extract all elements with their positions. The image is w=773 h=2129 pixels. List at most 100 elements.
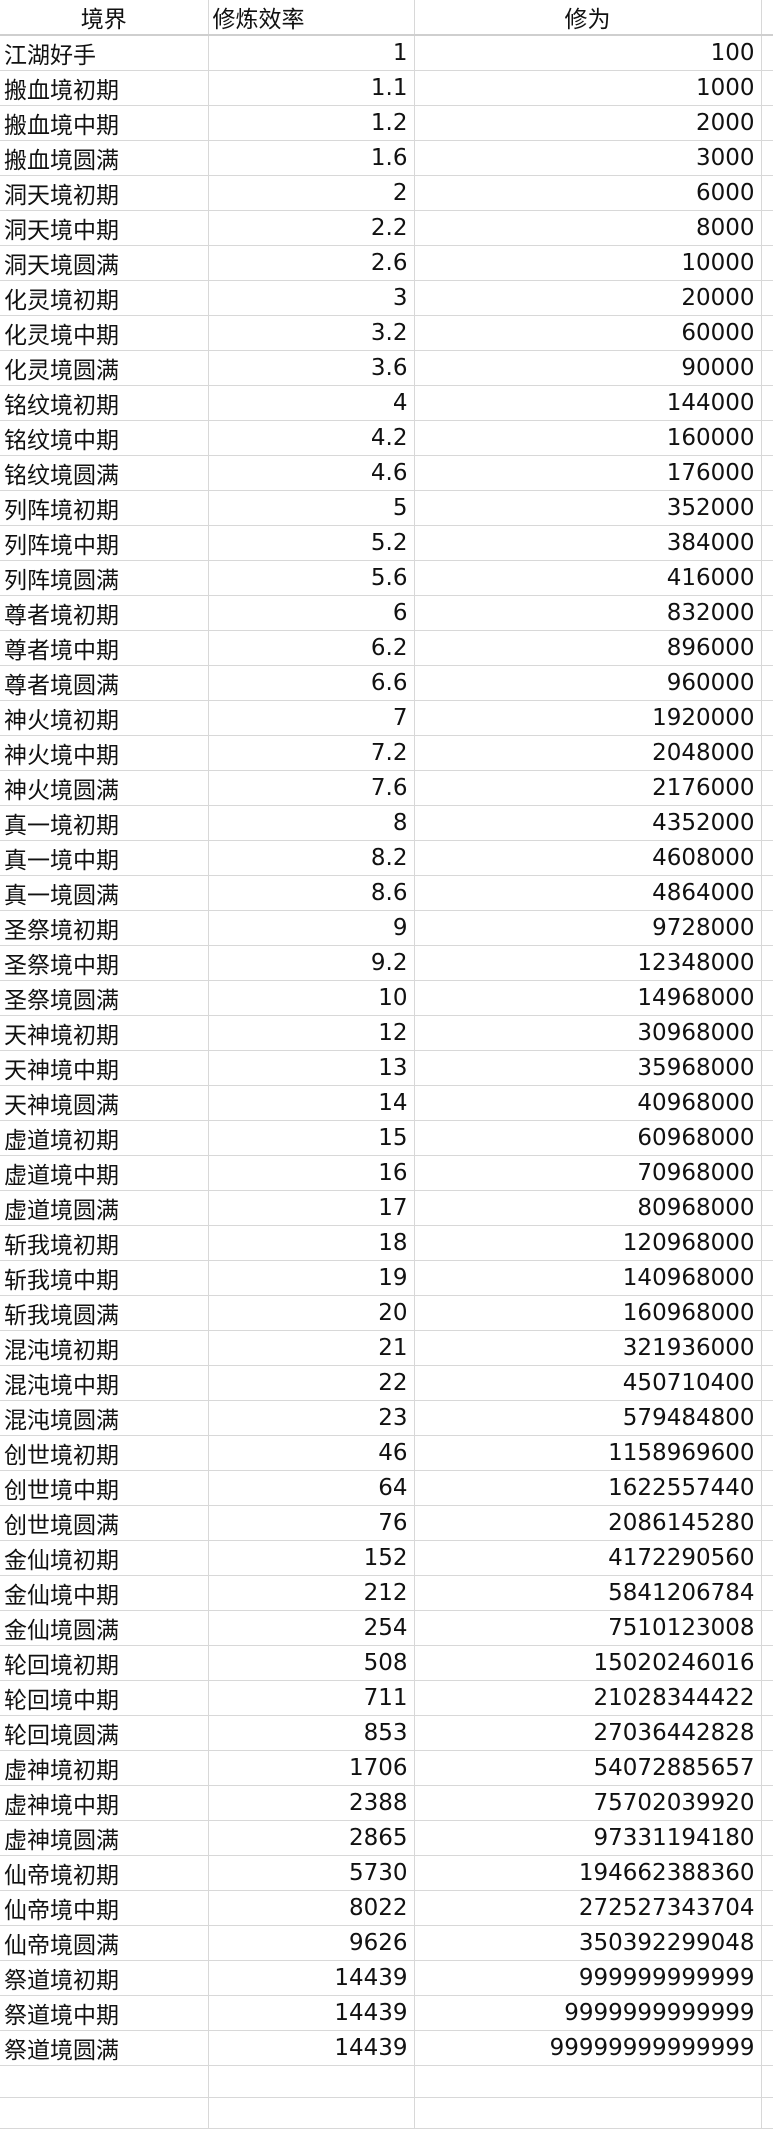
- cell-cultivation[interactable]: 14968000: [414, 980, 762, 1016]
- empty-cell[interactable]: [761, 490, 773, 526]
- cell-efficiency[interactable]: 2: [208, 175, 415, 211]
- header-cultivation[interactable]: 修为: [414, 0, 762, 36]
- empty-cell[interactable]: [761, 1260, 773, 1296]
- empty-cell[interactable]: [761, 1820, 773, 1856]
- cell-realm[interactable]: 列阵境初期: [0, 490, 209, 526]
- header-efficiency[interactable]: 修炼效率: [208, 0, 415, 36]
- cell-cultivation[interactable]: 384000: [414, 525, 762, 561]
- cell-efficiency[interactable]: 17: [208, 1190, 415, 1226]
- empty-cell[interactable]: [761, 0, 773, 36]
- cell-cultivation[interactable]: 40968000: [414, 1085, 762, 1121]
- cell-realm[interactable]: 化灵境初期: [0, 280, 209, 316]
- empty-cell[interactable]: [761, 1540, 773, 1576]
- cell-efficiency[interactable]: 6.6: [208, 665, 415, 701]
- empty-cell[interactable]: [414, 2097, 762, 2129]
- empty-cell[interactable]: [761, 350, 773, 386]
- cell-efficiency[interactable]: 2388: [208, 1785, 415, 1821]
- cell-efficiency[interactable]: 7: [208, 700, 415, 736]
- empty-cell[interactable]: [761, 945, 773, 981]
- empty-cell[interactable]: [761, 1120, 773, 1156]
- cell-realm[interactable]: 仙帝境圆满: [0, 1925, 209, 1961]
- cell-cultivation[interactable]: 2176000: [414, 770, 762, 806]
- cell-cultivation[interactable]: 27036442828: [414, 1715, 762, 1751]
- cell-cultivation[interactable]: 1158969600: [414, 1435, 762, 1471]
- cell-efficiency[interactable]: 5.6: [208, 560, 415, 596]
- cell-efficiency[interactable]: 9626: [208, 1925, 415, 1961]
- cell-cultivation[interactable]: 97331194180: [414, 1820, 762, 1856]
- cell-cultivation[interactable]: 579484800: [414, 1400, 762, 1436]
- empty-cell[interactable]: [208, 2097, 415, 2129]
- empty-cell[interactable]: [761, 1190, 773, 1226]
- cell-realm[interactable]: 仙帝境初期: [0, 1855, 209, 1891]
- empty-cell[interactable]: [761, 1575, 773, 1611]
- cell-realm[interactable]: 斩我境中期: [0, 1260, 209, 1296]
- cell-realm[interactable]: 轮回境中期: [0, 1680, 209, 1716]
- cell-efficiency[interactable]: 7.2: [208, 735, 415, 771]
- cell-efficiency[interactable]: 14439: [208, 2030, 415, 2066]
- empty-cell[interactable]: [0, 2097, 209, 2129]
- cell-realm[interactable]: 神火境初期: [0, 700, 209, 736]
- cell-cultivation[interactable]: 4608000: [414, 840, 762, 876]
- cell-cultivation[interactable]: 9728000: [414, 910, 762, 946]
- empty-cell[interactable]: [761, 1505, 773, 1541]
- cell-efficiency[interactable]: 3.6: [208, 350, 415, 386]
- empty-cell[interactable]: [761, 1890, 773, 1926]
- cell-efficiency[interactable]: 6.2: [208, 630, 415, 666]
- cell-realm[interactable]: 混沌境初期: [0, 1330, 209, 1366]
- cell-realm[interactable]: 虚道境圆满: [0, 1190, 209, 1226]
- cell-efficiency[interactable]: 8: [208, 805, 415, 841]
- empty-cell[interactable]: [761, 805, 773, 841]
- cell-realm[interactable]: 天神境中期: [0, 1050, 209, 1086]
- cell-efficiency[interactable]: 254: [208, 1610, 415, 1646]
- cell-cultivation[interactable]: 5841206784: [414, 1575, 762, 1611]
- cell-cultivation[interactable]: 450710400: [414, 1365, 762, 1401]
- cell-realm[interactable]: 列阵境圆满: [0, 560, 209, 596]
- cell-efficiency[interactable]: 4.2: [208, 420, 415, 456]
- cell-efficiency[interactable]: 5.2: [208, 525, 415, 561]
- cell-efficiency[interactable]: 64: [208, 1470, 415, 1506]
- empty-cell[interactable]: [761, 385, 773, 421]
- cell-realm[interactable]: 虚神境初期: [0, 1750, 209, 1786]
- cell-cultivation[interactable]: 321936000: [414, 1330, 762, 1366]
- empty-cell[interactable]: [761, 2065, 773, 2098]
- cell-realm[interactable]: 混沌境中期: [0, 1365, 209, 1401]
- cell-realm[interactable]: 尊者境中期: [0, 630, 209, 666]
- empty-cell[interactable]: [761, 1015, 773, 1051]
- cell-realm[interactable]: 祭道境圆满: [0, 2030, 209, 2066]
- empty-cell[interactable]: [761, 1330, 773, 1366]
- cell-realm[interactable]: 洞天境圆满: [0, 245, 209, 281]
- cell-realm[interactable]: 真一境圆满: [0, 875, 209, 911]
- cell-efficiency[interactable]: 711: [208, 1680, 415, 1716]
- cell-cultivation[interactable]: 350392299048: [414, 1925, 762, 1961]
- empty-cell[interactable]: [761, 560, 773, 596]
- cell-cultivation[interactable]: 15020246016: [414, 1645, 762, 1681]
- cell-realm[interactable]: 圣祭境中期: [0, 945, 209, 981]
- empty-cell[interactable]: [761, 840, 773, 876]
- empty-cell[interactable]: [761, 630, 773, 666]
- cell-realm[interactable]: 虚道境初期: [0, 1120, 209, 1156]
- cell-realm[interactable]: 真一境中期: [0, 840, 209, 876]
- empty-cell[interactable]: [761, 1715, 773, 1751]
- cell-realm[interactable]: 祭道境中期: [0, 1995, 209, 2031]
- cell-cultivation[interactable]: 60000: [414, 315, 762, 351]
- cell-realm[interactable]: 江湖好手: [0, 35, 209, 71]
- cell-realm[interactable]: 化灵境中期: [0, 315, 209, 351]
- cell-efficiency[interactable]: 1.2: [208, 105, 415, 141]
- empty-cell[interactable]: [0, 2065, 209, 2098]
- cell-efficiency[interactable]: 13: [208, 1050, 415, 1086]
- cell-efficiency[interactable]: 5: [208, 490, 415, 526]
- cell-efficiency[interactable]: 2865: [208, 1820, 415, 1856]
- cell-efficiency[interactable]: 20: [208, 1295, 415, 1331]
- empty-cell[interactable]: [761, 1365, 773, 1401]
- cell-efficiency[interactable]: 4: [208, 385, 415, 421]
- cell-realm[interactable]: 圣祭境圆满: [0, 980, 209, 1016]
- empty-cell[interactable]: [761, 875, 773, 911]
- cell-cultivation[interactable]: 272527343704: [414, 1890, 762, 1926]
- cell-realm[interactable]: 混沌境圆满: [0, 1400, 209, 1436]
- empty-cell[interactable]: [761, 1155, 773, 1191]
- cell-efficiency[interactable]: 1.1: [208, 70, 415, 106]
- cell-cultivation[interactable]: 352000: [414, 490, 762, 526]
- cell-realm[interactable]: 洞天境初期: [0, 175, 209, 211]
- cell-cultivation[interactable]: 80968000: [414, 1190, 762, 1226]
- cell-cultivation[interactable]: 9999999999999: [414, 1995, 762, 2031]
